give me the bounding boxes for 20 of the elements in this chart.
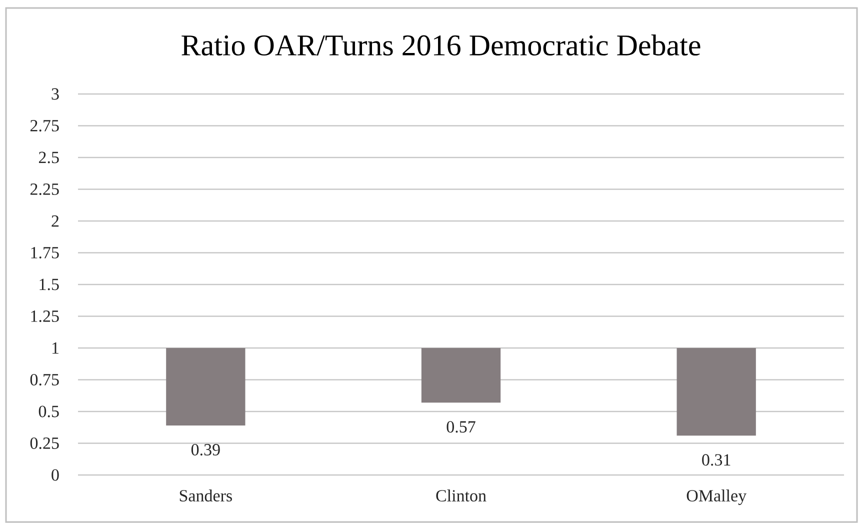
y-tick-label: 0.25 xyxy=(30,437,59,450)
y-tick-label: 2.75 xyxy=(30,120,59,132)
data-label: 0.57 xyxy=(446,421,476,433)
data-label: 0.39 xyxy=(191,444,220,456)
y-tick-label: 1.75 xyxy=(31,247,59,258)
y-tick-label: 2 xyxy=(52,215,59,227)
y-tick-label: 1.5 xyxy=(40,278,59,290)
y-tick-label: 1 xyxy=(52,342,58,354)
x-tick-label: Sanders xyxy=(180,490,232,502)
data-label: 0.31 xyxy=(702,454,730,466)
y-tick-label: 2.5 xyxy=(38,152,59,164)
y-tick-label: 0 xyxy=(52,469,59,481)
x-tick-label: Clinton xyxy=(436,490,486,502)
y-tick-label: 0.75 xyxy=(30,374,59,386)
y-tick-label: 0.5 xyxy=(38,406,59,418)
x-tick-label: OMalley xyxy=(686,490,746,505)
y-tick-label: 2.25 xyxy=(30,184,59,195)
chart-title: Ratio OAR/Turns 2016 Democratic Debate xyxy=(182,34,700,56)
y-tick-label: 3 xyxy=(52,88,59,100)
y-tick-label: 1.25 xyxy=(31,310,59,322)
